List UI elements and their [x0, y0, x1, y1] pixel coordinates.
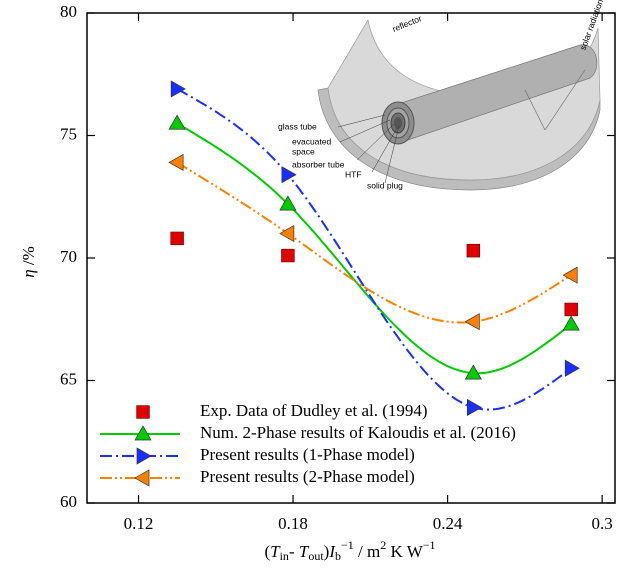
inset-label: solar radiation: [578, 0, 606, 51]
marker: [564, 302, 578, 317]
x-label-part: −1: [341, 538, 354, 552]
y-label-part: η: [19, 269, 38, 277]
inset-label: evacuated: [292, 136, 331, 146]
y-tick-label: 60: [60, 492, 77, 511]
marker: [562, 315, 580, 331]
legend-marker: [136, 447, 152, 465]
inset-label: HTF: [345, 169, 362, 179]
marker: [168, 114, 186, 130]
legend-marker: [134, 425, 152, 441]
marker: [464, 364, 482, 380]
inset-label: space: [292, 146, 315, 156]
marker: [170, 80, 186, 98]
y-label-part: /%: [19, 246, 38, 269]
legend-label: Num. 2-Phase results of Kaloudis et al. …: [200, 423, 516, 442]
marker: [466, 243, 481, 258]
series-line: [176, 161, 572, 324]
x-tick-label: 0.24: [433, 514, 463, 533]
marker: [279, 224, 295, 243]
x-label-part: -: [289, 542, 299, 561]
x-label-part: b: [335, 549, 341, 563]
inset-label: solid plug: [367, 180, 403, 190]
x-label-part: / m: [354, 542, 380, 561]
x-label-part: K W: [386, 542, 423, 561]
y-tick-label: 70: [60, 247, 77, 266]
marker: [281, 166, 297, 184]
legend-label: Present results (2-Phase model): [200, 467, 415, 486]
marker: [168, 153, 184, 172]
legend-marker: [134, 469, 150, 487]
x-tick-label: 0.3: [591, 514, 612, 533]
legend-label: Exp. Data of Dudley et al. (1994): [200, 401, 428, 420]
x-label-part: 2: [380, 538, 386, 552]
marker: [281, 248, 295, 263]
x-label-part: (: [264, 542, 270, 561]
marker: [466, 398, 483, 417]
y-tick-label: 65: [60, 369, 77, 388]
y-axis-label: η /%: [19, 246, 38, 278]
x-tick-label: 0.12: [124, 514, 154, 533]
y-tick-label: 80: [60, 2, 77, 21]
inset-label: glass tube: [278, 121, 317, 131]
legend-label: Present results (1-Phase model): [200, 445, 415, 464]
x-label-part: in: [280, 549, 289, 563]
series-line: [176, 88, 572, 411]
marker: [562, 266, 578, 284]
marker: [279, 195, 297, 211]
marker: [464, 313, 480, 331]
legend-marker: [136, 405, 150, 419]
inset-label: absorber tube: [292, 159, 345, 169]
x-label-part: I: [328, 542, 336, 561]
x-tick-label: 0.18: [278, 514, 308, 533]
x-label-part: ): [324, 542, 330, 561]
x-axis-label: (Tin- Tout)Ib−1 / m2 K W−1: [264, 538, 435, 563]
x-label-part: T: [299, 542, 310, 561]
x-label-part: T: [270, 542, 281, 561]
marker: [170, 231, 184, 246]
x-label-part: −1: [423, 538, 436, 552]
marker: [564, 359, 580, 377]
inset-illustration: [317, 19, 601, 191]
x-label-part: out: [308, 549, 324, 563]
y-tick-label: 75: [60, 124, 77, 143]
inset-label: reflector: [391, 13, 423, 34]
